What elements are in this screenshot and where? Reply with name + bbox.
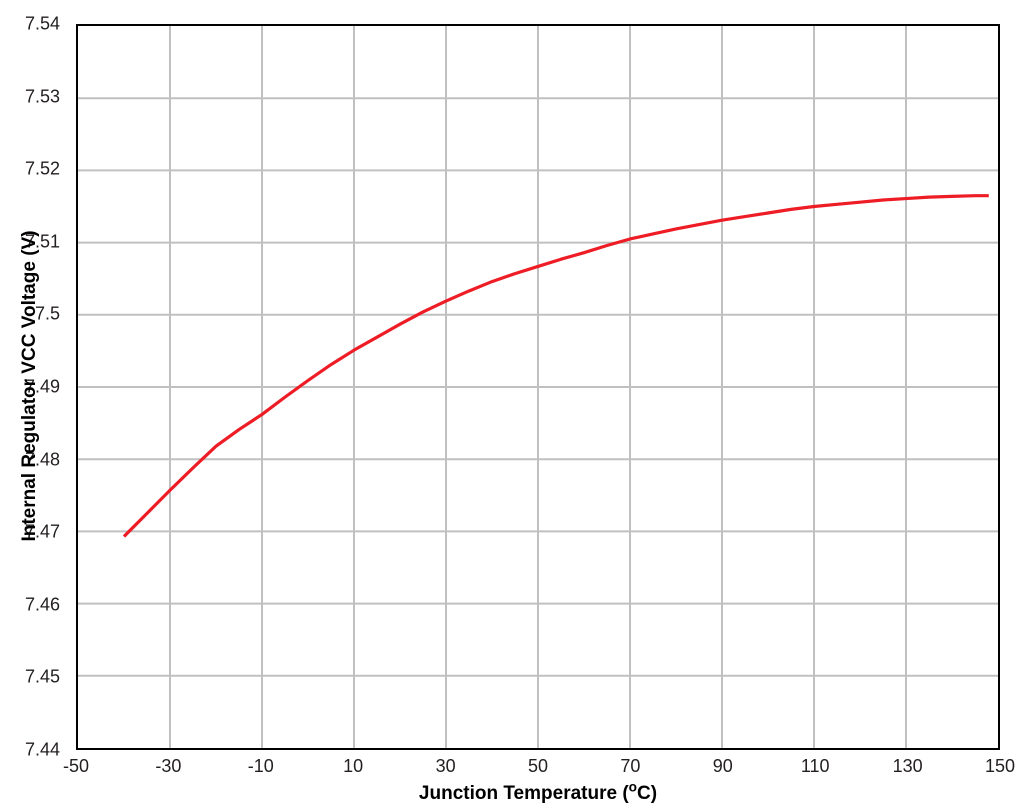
- y-axis-title: Internal Regulator VCC Voltage (V): [19, 230, 40, 542]
- grid-lines: [78, 26, 998, 748]
- x-axis-title-suffix: C): [637, 783, 658, 804]
- x-tick-label: 150: [984, 756, 1016, 776]
- y-tick-label: 7.52: [24, 158, 60, 179]
- x-tick-label: 50: [527, 756, 549, 776]
- x-axis-title-prefix: Junction Temperature (: [418, 783, 629, 804]
- plot-area: [76, 24, 1000, 750]
- y-axis-tick-labels: 7.44 7.45 7.46 7.47 7.48 7.49 7.5 7.51 7.52 7.53 7…: [0, 14, 68, 760]
- x-tick-label: 10: [343, 756, 364, 776]
- x-tick-label: -30: [155, 756, 182, 776]
- y-tick-label: 7.49: [24, 376, 60, 397]
- y-tick-label: 7.47: [24, 521, 60, 542]
- x-tick-label: 130: [892, 756, 923, 776]
- x-tick-label: -50: [62, 756, 90, 776]
- y-tick-label: 7.44: [24, 739, 60, 760]
- y-tick-label: 7.53: [24, 86, 60, 107]
- y-tick-label: 7.45: [24, 666, 60, 687]
- y-tick-label: 7.48: [24, 449, 60, 470]
- x-axis-title: Junction Temperature (oC): [76, 779, 1000, 805]
- series-line-internal-regulator-vcc-voltage: [122, 194, 989, 538]
- y-tick-label: 7.54: [24, 13, 60, 34]
- degree-symbol-icon: o: [628, 779, 638, 795]
- x-tick-label: 90: [712, 756, 733, 776]
- x-tick-label: 30: [435, 756, 456, 776]
- y-tick-label: 7.51: [24, 231, 60, 252]
- x-tick-label: 70: [620, 756, 641, 776]
- y-tick-label: 7.5: [34, 303, 60, 324]
- x-axis-tick-labels: -50 -30 -10 10 30 50 70 90 110 130 150: [63, 756, 1015, 782]
- y-tick-label: 7.46: [24, 594, 60, 615]
- x-tick-label: 110: [800, 756, 830, 776]
- x-tick-label: -10: [247, 756, 274, 776]
